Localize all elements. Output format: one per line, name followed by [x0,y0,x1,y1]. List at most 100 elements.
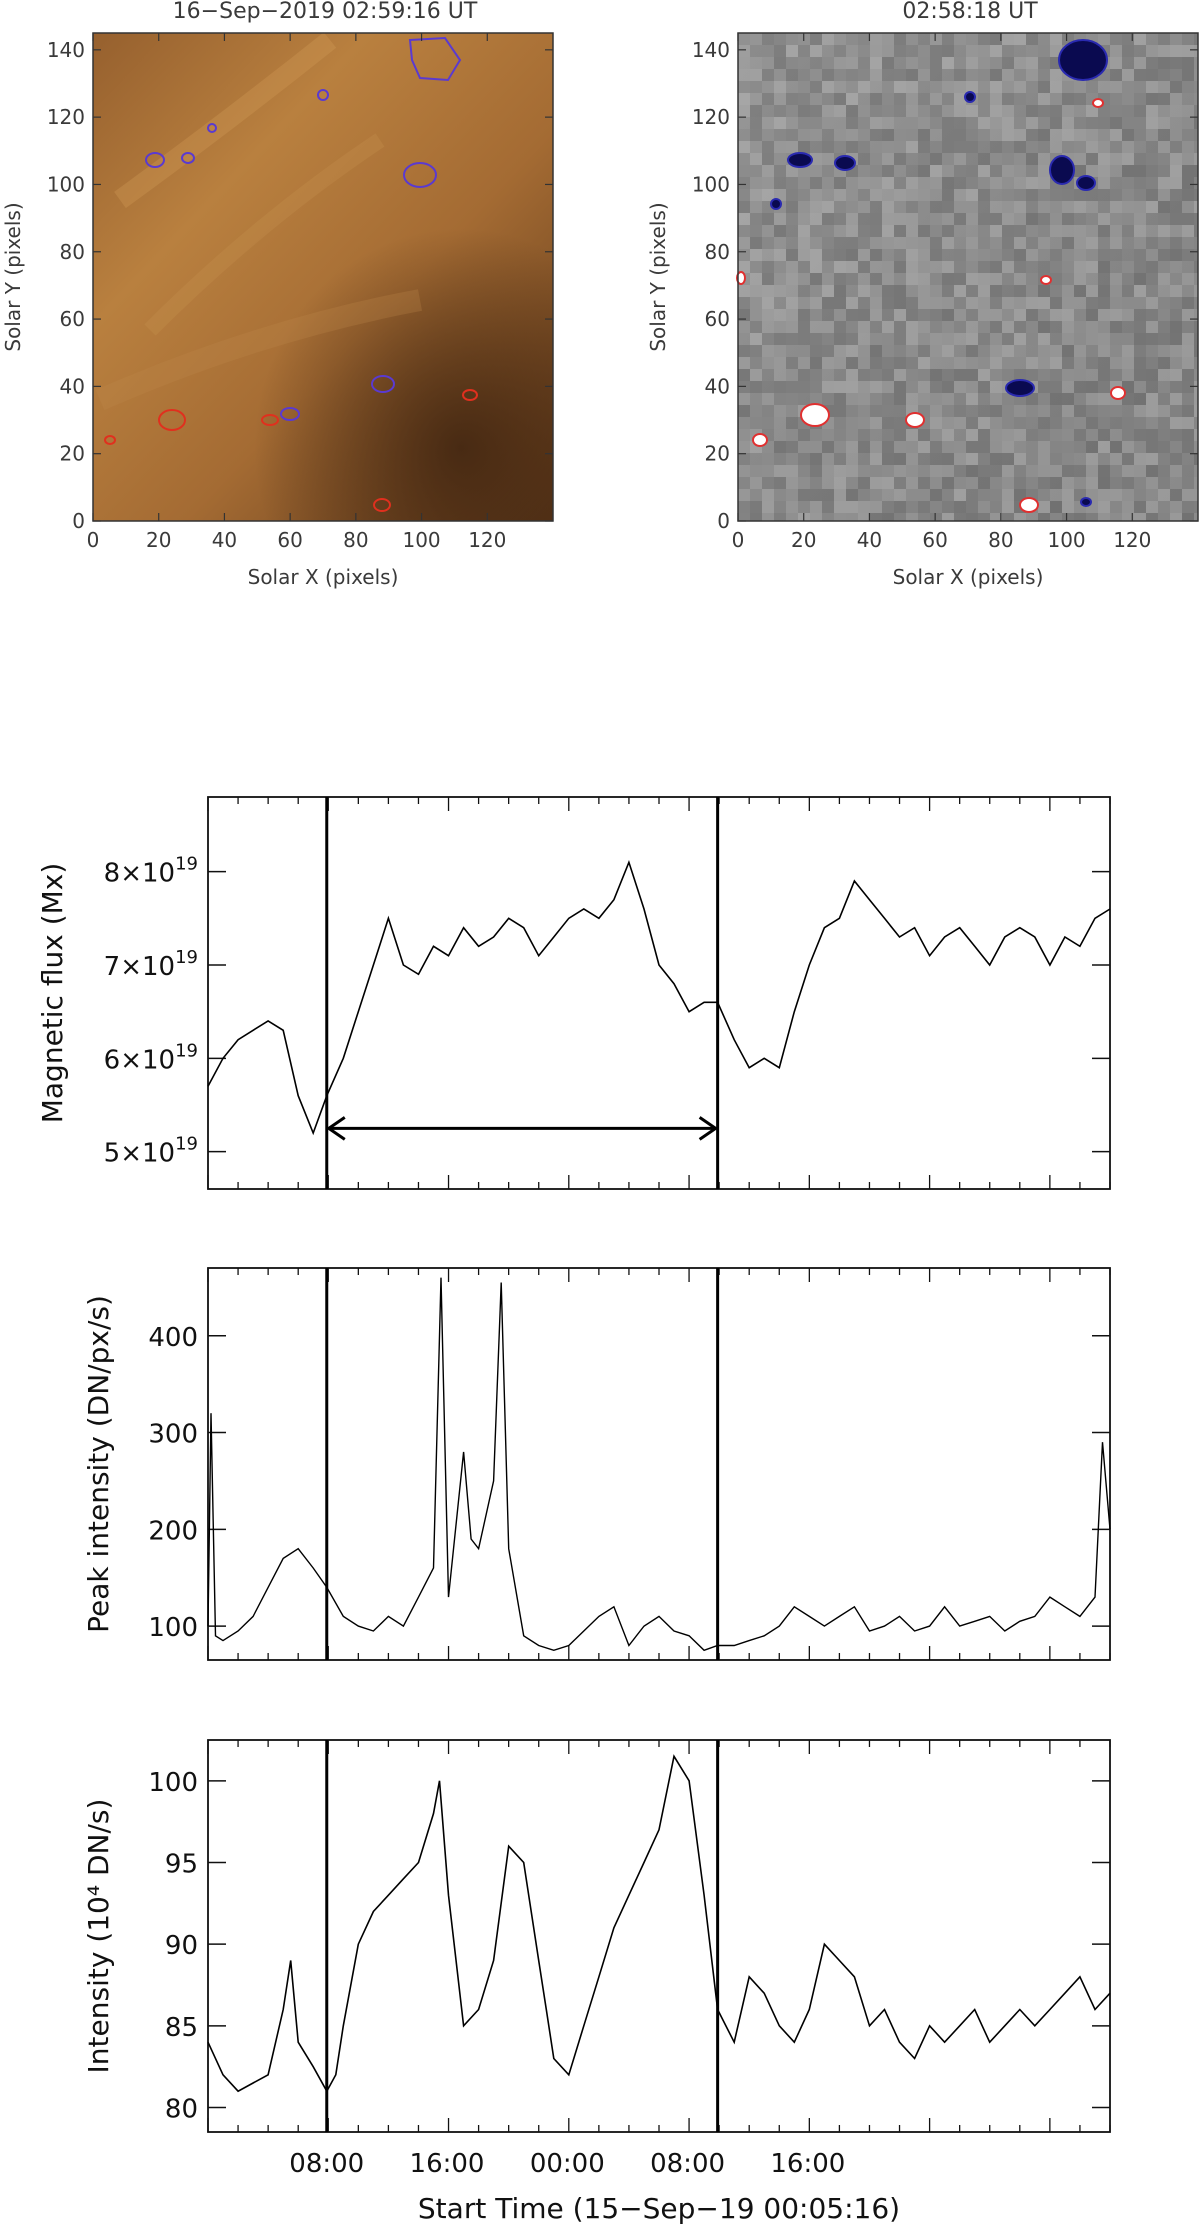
ytick-label-3: 400 [148,1323,198,1353]
panel2-xlabel: Solar X (pixels) [893,565,1044,589]
noise-cell [894,309,906,321]
noise-cell [978,321,990,333]
noise-cell [990,405,1002,417]
panel2-patch-neg-5 [834,155,856,171]
noise-cell [762,297,774,309]
noise-cell [798,45,810,57]
noise-cell [954,93,966,105]
panel2-positive-patches [736,98,1126,513]
xtick-label-1: 16:00 [410,2149,485,2179]
noise-cell [786,489,798,501]
noise-cell [1098,33,1110,45]
noise-cell [930,201,942,213]
noise-cell [822,453,834,465]
noise-cell [1110,153,1122,165]
noise-cell [834,417,846,429]
noise-cell [1002,57,1014,69]
noise-cell [858,57,870,69]
noise-cell [1086,273,1098,285]
noise-cell [882,333,894,345]
noise-cell [1158,237,1170,249]
noise-cell [834,273,846,285]
noise-cell [1194,165,1198,177]
noise-cell [870,141,882,153]
noise-cell [1170,213,1182,225]
noise-cell [822,69,834,81]
noise-cell [966,189,978,201]
noise-cell [894,501,906,513]
noise-cell [1170,405,1182,417]
noise-cell [1146,117,1158,129]
noise-cell [1182,81,1194,93]
noise-cell [918,237,930,249]
noise-cell [978,165,990,177]
noise-cell [846,405,858,417]
noise-cell [1014,429,1026,441]
noise-cell [858,249,870,261]
noise-cell [966,405,978,417]
noise-cell [870,501,882,513]
noise-cell [1170,105,1182,117]
noise-cell [978,405,990,417]
noise-cell [1062,357,1074,369]
noise-cell [1014,465,1026,477]
noise-cell [1062,237,1074,249]
noise-cell [990,45,1002,57]
noise-cell [798,225,810,237]
noise-cell [1086,369,1098,381]
noise-cell [1050,345,1062,357]
noise-cell [834,177,846,189]
noise-cell [846,381,858,393]
noise-cell [786,33,798,45]
noise-cell [1026,417,1038,429]
panel1-ytick-label-5: 100 [47,172,85,196]
noise-cell [834,33,846,45]
noise-cell [1182,141,1194,153]
noise-cell [834,201,846,213]
noise-cell [930,129,942,141]
noise-cell [798,141,810,153]
noise-cell [1158,225,1170,237]
noise-cell [1170,333,1182,345]
noise-cell [738,453,750,465]
noise-cell [1026,477,1038,489]
noise-cell [942,105,954,117]
noise-cell [918,117,930,129]
noise-cell [930,453,942,465]
noise-cell [1194,513,1198,521]
noise-cell [738,81,750,93]
noise-cell [1062,513,1074,521]
noise-cell [1182,285,1194,297]
noise-cell [1086,393,1098,405]
noise-cell [798,465,810,477]
noise-cell [834,213,846,225]
noise-cell [1002,441,1014,453]
noise-cell [966,453,978,465]
noise-cell [858,153,870,165]
noise-cell [906,93,918,105]
noise-cell [1098,393,1110,405]
noise-cell [954,141,966,153]
noise-cell [894,201,906,213]
noise-cell [1134,201,1146,213]
noise-cell [954,129,966,141]
noise-cell [1014,153,1026,165]
noise-cell [978,273,990,285]
noise-cell [810,453,822,465]
noise-cell [858,165,870,177]
ytick-label-3: 8×1019 [104,854,198,889]
noise-cell [738,429,750,441]
noise-cell [834,405,846,417]
noise-cell [1074,345,1086,357]
noise-cell [798,81,810,93]
ytick-label-0: 5×1019 [104,1134,198,1169]
noise-cell [762,513,774,521]
noise-cell [966,117,978,129]
noise-cell [1050,81,1062,93]
noise-cell [1134,405,1146,417]
noise-cell [1074,273,1086,285]
noise-cell [894,213,906,225]
noise-cell [1134,465,1146,477]
